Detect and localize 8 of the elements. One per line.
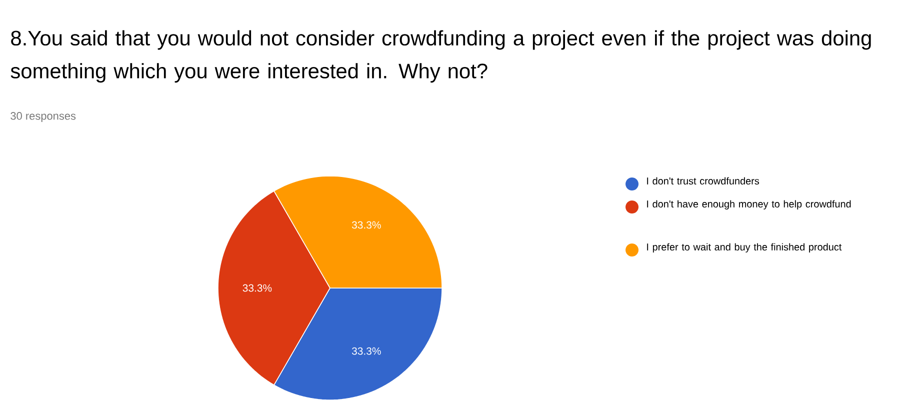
data-label: 33.3% [352, 221, 381, 229]
legend-label: I prefer to wait and buy the finished product [647, 243, 842, 252]
legend-label: I don't have enough money to help crowdfund [647, 200, 851, 210]
legend-label: I don't trust crowdfunders [647, 177, 760, 185]
chart-title: 8.You said that you would not consider crowdfunding a project even if the project was doing something which you were interested in. Why not? [10, 30, 871, 83]
data-label: 33.3% [242, 284, 272, 292]
data-label: 33.3% [352, 347, 381, 355]
text: 30 responses [10, 112, 76, 122]
